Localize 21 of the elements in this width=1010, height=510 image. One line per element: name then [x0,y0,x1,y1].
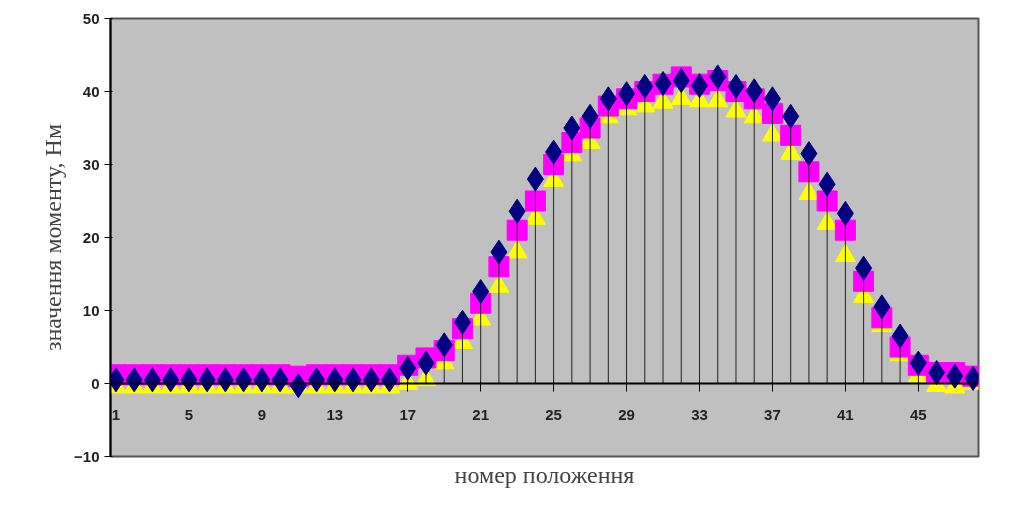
x-tick-label: 45 [909,405,927,423]
x-tick-label: 1 [111,405,121,423]
y-axis-title: значення моменту, Нм [40,123,67,352]
y-tick-label: 10 [82,301,100,319]
y-tick-label: 50 [82,9,100,27]
x-tick-label: 37 [764,405,781,423]
y-tick-label: −10 [74,447,100,465]
x-tick-label: 33 [691,405,708,423]
x-tick-label: 41 [837,405,854,423]
x-tick-label: 29 [618,405,635,423]
x-tick-label: 17 [399,405,417,423]
y-tick-label: 40 [82,82,100,100]
y-tick-label: 20 [82,228,100,246]
y-tick-label: 0 [91,374,100,392]
x-tick-label: 21 [472,405,490,423]
x-tick-label: 25 [545,405,562,423]
x-tick-label: 5 [184,405,194,423]
x-tick-label: 9 [257,405,267,423]
y-tick-label: 30 [82,155,100,173]
x-axis-title: номер положення [454,461,635,488]
x-tick-label: 13 [326,405,344,423]
